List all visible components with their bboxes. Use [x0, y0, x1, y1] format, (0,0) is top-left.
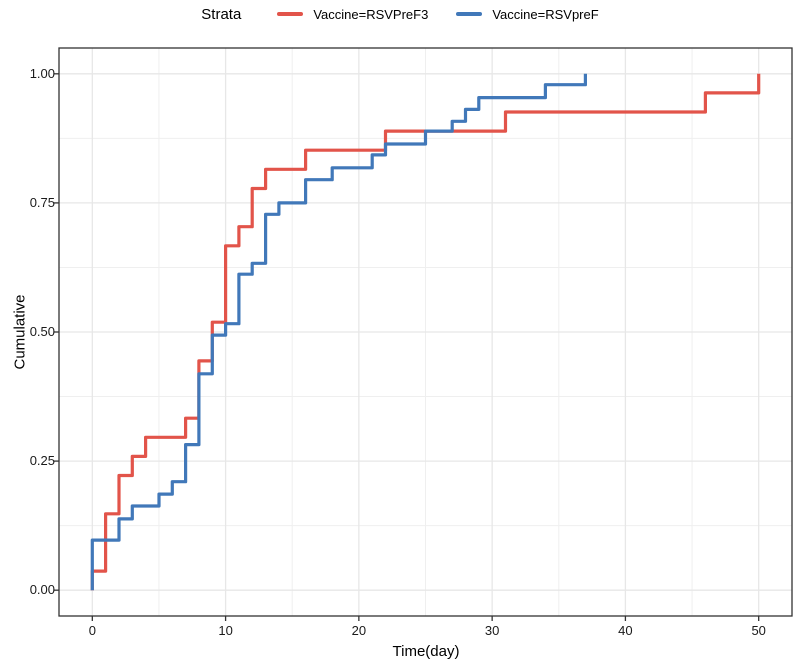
y-tick-label: 0.25 — [29, 453, 55, 469]
legend: Strata Vaccine=RSVPreF3 Vaccine=RSVpreF — [0, 1, 800, 27]
y-tick-label: 0.50 — [29, 324, 55, 339]
x-tick-label: 10 — [218, 623, 233, 638]
y-tick-label: 1.00 — [29, 65, 55, 81]
x-axis-title: Time(day) — [392, 643, 460, 660]
y-tick-label: 0.00 — [29, 582, 55, 598]
x-tick-label: 0 — [88, 623, 96, 638]
legend-line-swatch-blue — [456, 12, 483, 16]
legend-item-label: Vaccine=RSVpreF — [492, 6, 599, 22]
y-tick-label: 0.75 — [29, 194, 55, 210]
legend-item-rsvpref: Vaccine=RSVpreF — [456, 6, 599, 22]
series-lines — [90, 73, 761, 591]
x-tick-label: 40 — [618, 623, 633, 638]
x-tick-label: 30 — [484, 623, 500, 638]
legend-title: Strata — [201, 5, 242, 23]
x-tick-label: 20 — [351, 623, 367, 638]
legend-item-label: Vaccine=RSVPreF3 — [313, 6, 429, 22]
axis-ticks — [54, 73, 760, 621]
x-tick-label: 50 — [751, 623, 766, 638]
legend-line-swatch-red — [277, 12, 304, 16]
legend-item-rsvpref3: Vaccine=RSVPreF3 — [277, 7, 428, 22]
series-line-rsvpref — [90, 73, 587, 591]
